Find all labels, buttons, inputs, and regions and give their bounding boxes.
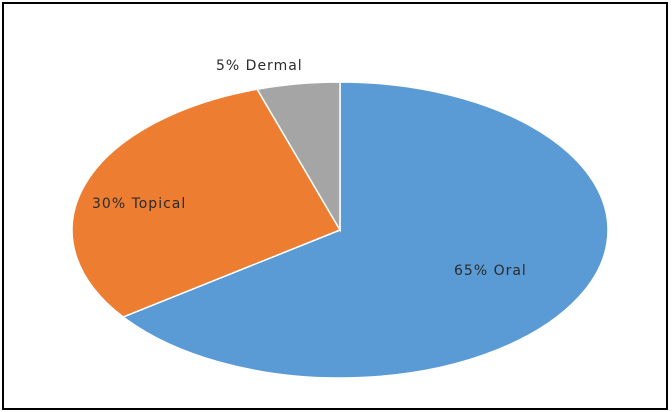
pie-slice-topical [71, 88, 342, 318]
pie-slice-dermal [255, 81, 341, 233]
slice-label-oral: 65% Oral [454, 263, 527, 279]
slice-label-dermal: 5% Dermal [216, 58, 303, 74]
pie-chart: 65% Oral 30% Topical 5% Dermal [71, 58, 609, 379]
slice-labels: 65% Oral 30% Topical 5% Dermal [92, 58, 527, 279]
pie-slices [71, 81, 609, 379]
slice-label-topical: 30% Topical [92, 196, 186, 212]
pie-slice-oral [121, 81, 609, 379]
